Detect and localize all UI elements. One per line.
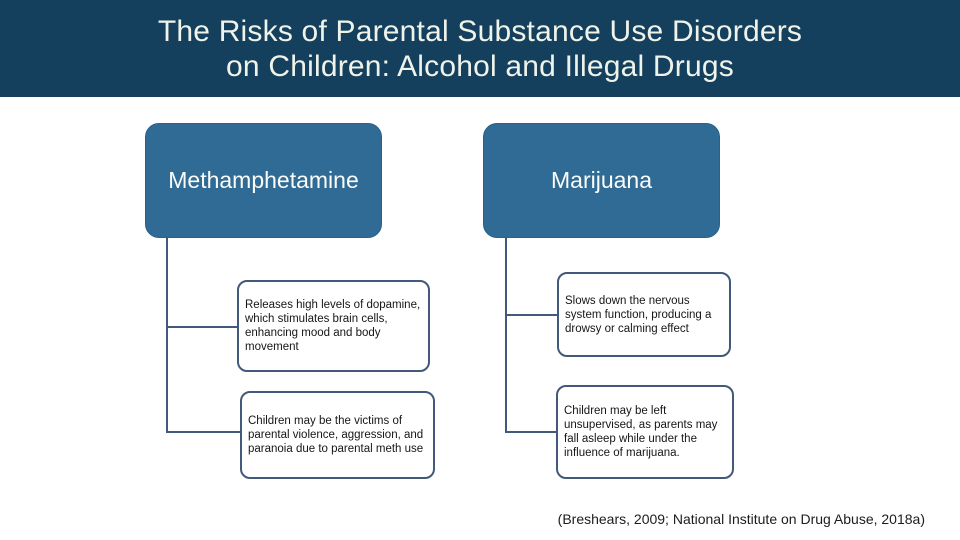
connector-left-branch-1 <box>166 326 237 328</box>
slide-title-line-2: on Children: Alcohol and Illegal Drugs <box>226 49 734 83</box>
topic-box-methamphetamine: Methamphetamine <box>145 123 382 238</box>
connector-right-vertical <box>505 238 507 433</box>
citation-text: (Breshears, 2009; National Institute on … <box>557 511 925 527</box>
topic-box-marijuana: Marijuana <box>483 123 720 238</box>
connector-right-branch-1 <box>505 314 557 316</box>
connector-left-branch-2 <box>166 431 240 433</box>
detail-box-meth-2: Children may be the victims of parental … <box>240 391 435 479</box>
detail-box-marijuana-2: Children may be left unsupervised, as pa… <box>556 385 734 479</box>
slide-title-line-1: The Risks of Parental Substance Use Diso… <box>157 14 803 48</box>
connector-right-branch-2 <box>505 431 556 433</box>
title-band: The Risks of Parental Substance Use Diso… <box>0 0 960 97</box>
detail-box-marijuana-1: Slows down the nervous system function, … <box>557 272 731 357</box>
detail-box-meth-1: Releases high levels of dopamine, which … <box>237 280 430 372</box>
connector-left-vertical <box>166 238 168 433</box>
